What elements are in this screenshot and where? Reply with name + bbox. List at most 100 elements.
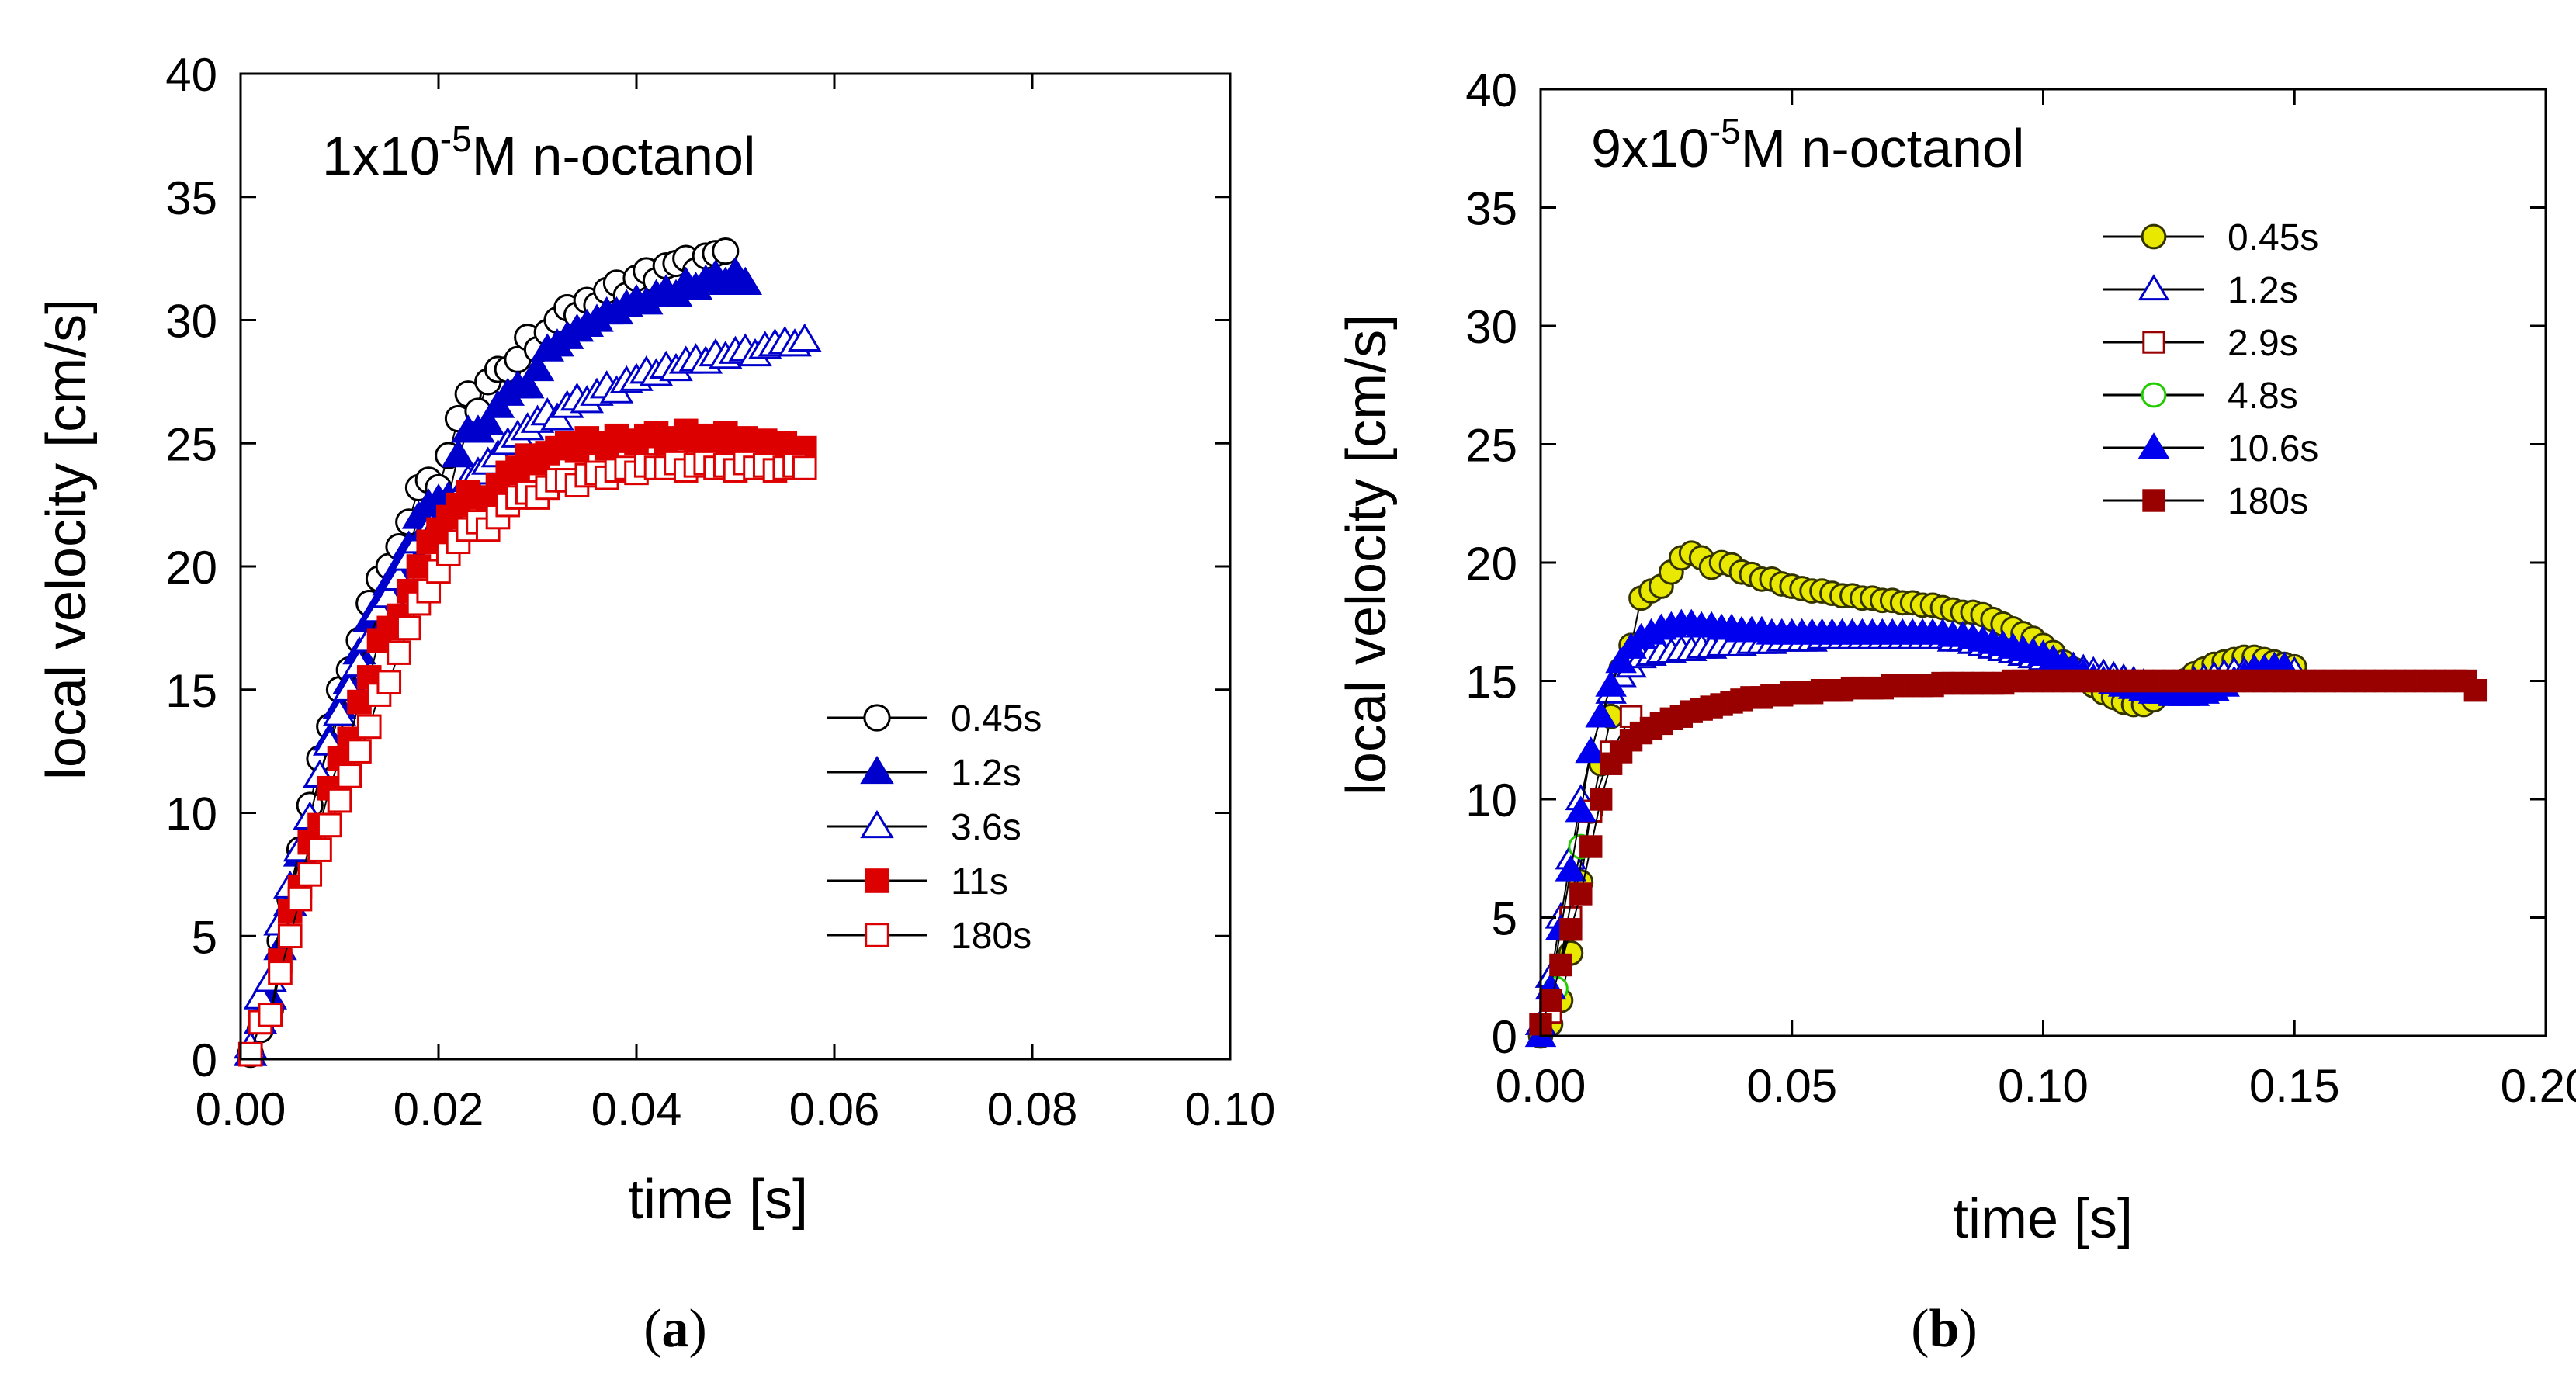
data-point	[520, 352, 555, 382]
chart-b-ticks: 0.00 0.05 0.10 0.15 0.20 0 5 10 15 20 25 30 35 40	[1465, 64, 2576, 1112]
legend-entry: 11s	[827, 861, 1008, 902]
chart-b-title: 9x10-5M n-octanol	[1591, 111, 2024, 178]
data-point	[792, 455, 817, 480]
data-point	[258, 1003, 283, 1027]
data-point	[787, 323, 822, 352]
ytick-label: 15	[1465, 656, 1517, 708]
legend-label: 180s	[951, 916, 1031, 957]
data-point	[510, 370, 545, 399]
ytick-label: 30	[165, 296, 217, 348]
series-180s	[237, 450, 817, 1067]
data-point	[1539, 989, 1562, 1012]
legend-entry: 4.8s	[2103, 376, 2298, 417]
series-10-6s	[1524, 608, 2300, 1048]
legend-marker	[2141, 223, 2167, 250]
data-point	[277, 923, 303, 949]
chart-a: 0.00 0.02 0.04 0.06 0.08 0.10 0 5 10 15 20 25 30 35 40…	[36, 49, 1275, 1231]
legend-entry: 3.6s	[827, 807, 1021, 848]
chart-b: 0.00 0.05 0.10 0.15 0.20 0 5 10 15 20 25 30 35 40 9x1…	[1336, 64, 2576, 1250]
data-point	[356, 714, 382, 740]
legend-label: 0.45s	[951, 698, 1042, 740]
data-point	[376, 670, 402, 695]
data-point	[1579, 835, 1603, 858]
data-point	[268, 961, 293, 985]
data-point	[297, 862, 323, 887]
legend-label: 180s	[2228, 481, 2308, 522]
ytick-label: 5	[1492, 893, 1517, 945]
chart-b-marks	[1524, 540, 2488, 1049]
legend-entry: 1.2s	[827, 753, 1021, 794]
ytick-label: 25	[1465, 420, 1517, 472]
legend-entry: 10.6s	[2103, 428, 2318, 469]
ytick-label: 10	[1465, 774, 1517, 826]
ytick-label: 0	[192, 1034, 217, 1086]
chart-a-title: 1x10-5M n-octanol	[322, 119, 755, 186]
data-point	[1595, 670, 1627, 697]
xtick-label: 0.00	[196, 1083, 286, 1135]
legend-label: 10.6s	[2228, 428, 2318, 469]
xtick-label: 0.02	[394, 1083, 484, 1135]
legend-entry: 180s	[827, 916, 1031, 957]
legend-label: 3.6s	[951, 807, 1021, 848]
data-point	[337, 764, 362, 788]
series-180s	[1529, 669, 2488, 1036]
ytick-label: 40	[1465, 64, 1517, 116]
legend-entry: 180s	[2103, 481, 2308, 522]
data-point	[1565, 795, 1597, 823]
ytick-label: 15	[165, 665, 217, 717]
ytick-label: 25	[165, 418, 217, 470]
ytick-label: 35	[165, 172, 217, 224]
legend-label: 11s	[951, 861, 1008, 902]
data-point	[1559, 918, 1583, 941]
data-point	[1590, 788, 1613, 811]
legend-marker	[860, 755, 894, 785]
ytick-label: 40	[165, 49, 217, 101]
chart-a-ylabel: local velocity [cm/s]	[36, 299, 98, 780]
legend-entry: 0.45s	[827, 698, 1042, 740]
data-point	[347, 739, 372, 764]
legend-label: 1.2s	[951, 753, 1021, 794]
caption-b: (b)	[1911, 1299, 1978, 1359]
ytick-label: 20	[165, 542, 217, 594]
legend-marker	[2137, 274, 2170, 301]
chart-a-ticks: 0.00 0.02 0.04 0.06 0.08 0.10 0 5 10 15 20 25 30 35 40	[165, 49, 1275, 1135]
legend-label: 0.45s	[2228, 217, 2318, 258]
xtick-label: 0.00	[1496, 1060, 1586, 1112]
xtick-label: 0.10	[1185, 1083, 1276, 1135]
legend-marker	[865, 868, 889, 893]
chart-a-marks	[233, 237, 822, 1069]
data-point	[322, 698, 357, 726]
legend-entry: 2.9s	[2103, 323, 2298, 364]
ytick-label: 30	[1465, 301, 1517, 353]
xtick-label: 0.04	[591, 1083, 682, 1135]
legend-label: 2.9s	[2228, 323, 2298, 364]
ytick-label: 20	[1465, 538, 1517, 590]
xtick-label: 0.15	[2249, 1060, 2340, 1112]
ytick-label: 10	[165, 788, 217, 840]
chart-b-xlabel: time [s]	[1953, 1188, 2133, 1250]
legend-marker	[863, 704, 891, 732]
legend-marker	[865, 923, 889, 947]
data-point	[317, 812, 342, 838]
xtick-label: 0.08	[987, 1083, 1078, 1135]
legend-entry: 0.45s	[2103, 217, 2318, 258]
data-point	[237, 1041, 263, 1067]
legend-marker	[860, 809, 894, 839]
data-point	[1575, 736, 1607, 764]
ytick-label: 5	[192, 911, 217, 963]
xtick-label: 0.20	[2501, 1060, 2576, 1112]
data-point	[307, 837, 332, 862]
data-point	[287, 886, 313, 912]
legend-label: 4.8s	[2228, 376, 2298, 417]
xtick-label: 0.06	[789, 1083, 880, 1135]
data-point	[1569, 882, 1593, 906]
ytick-label: 0	[1492, 1011, 1517, 1063]
legend-marker	[2137, 432, 2170, 459]
data-point	[327, 788, 352, 813]
data-point	[728, 266, 763, 296]
chart-a-xlabel: time [s]	[628, 1169, 808, 1231]
xtick-label: 0.10	[1998, 1060, 2089, 1112]
legend-marker	[2142, 331, 2165, 354]
data-point	[1605, 646, 1637, 674]
chart-a-legend: 0.45s 1.2s 3.6s 11s 180s	[827, 698, 1042, 957]
